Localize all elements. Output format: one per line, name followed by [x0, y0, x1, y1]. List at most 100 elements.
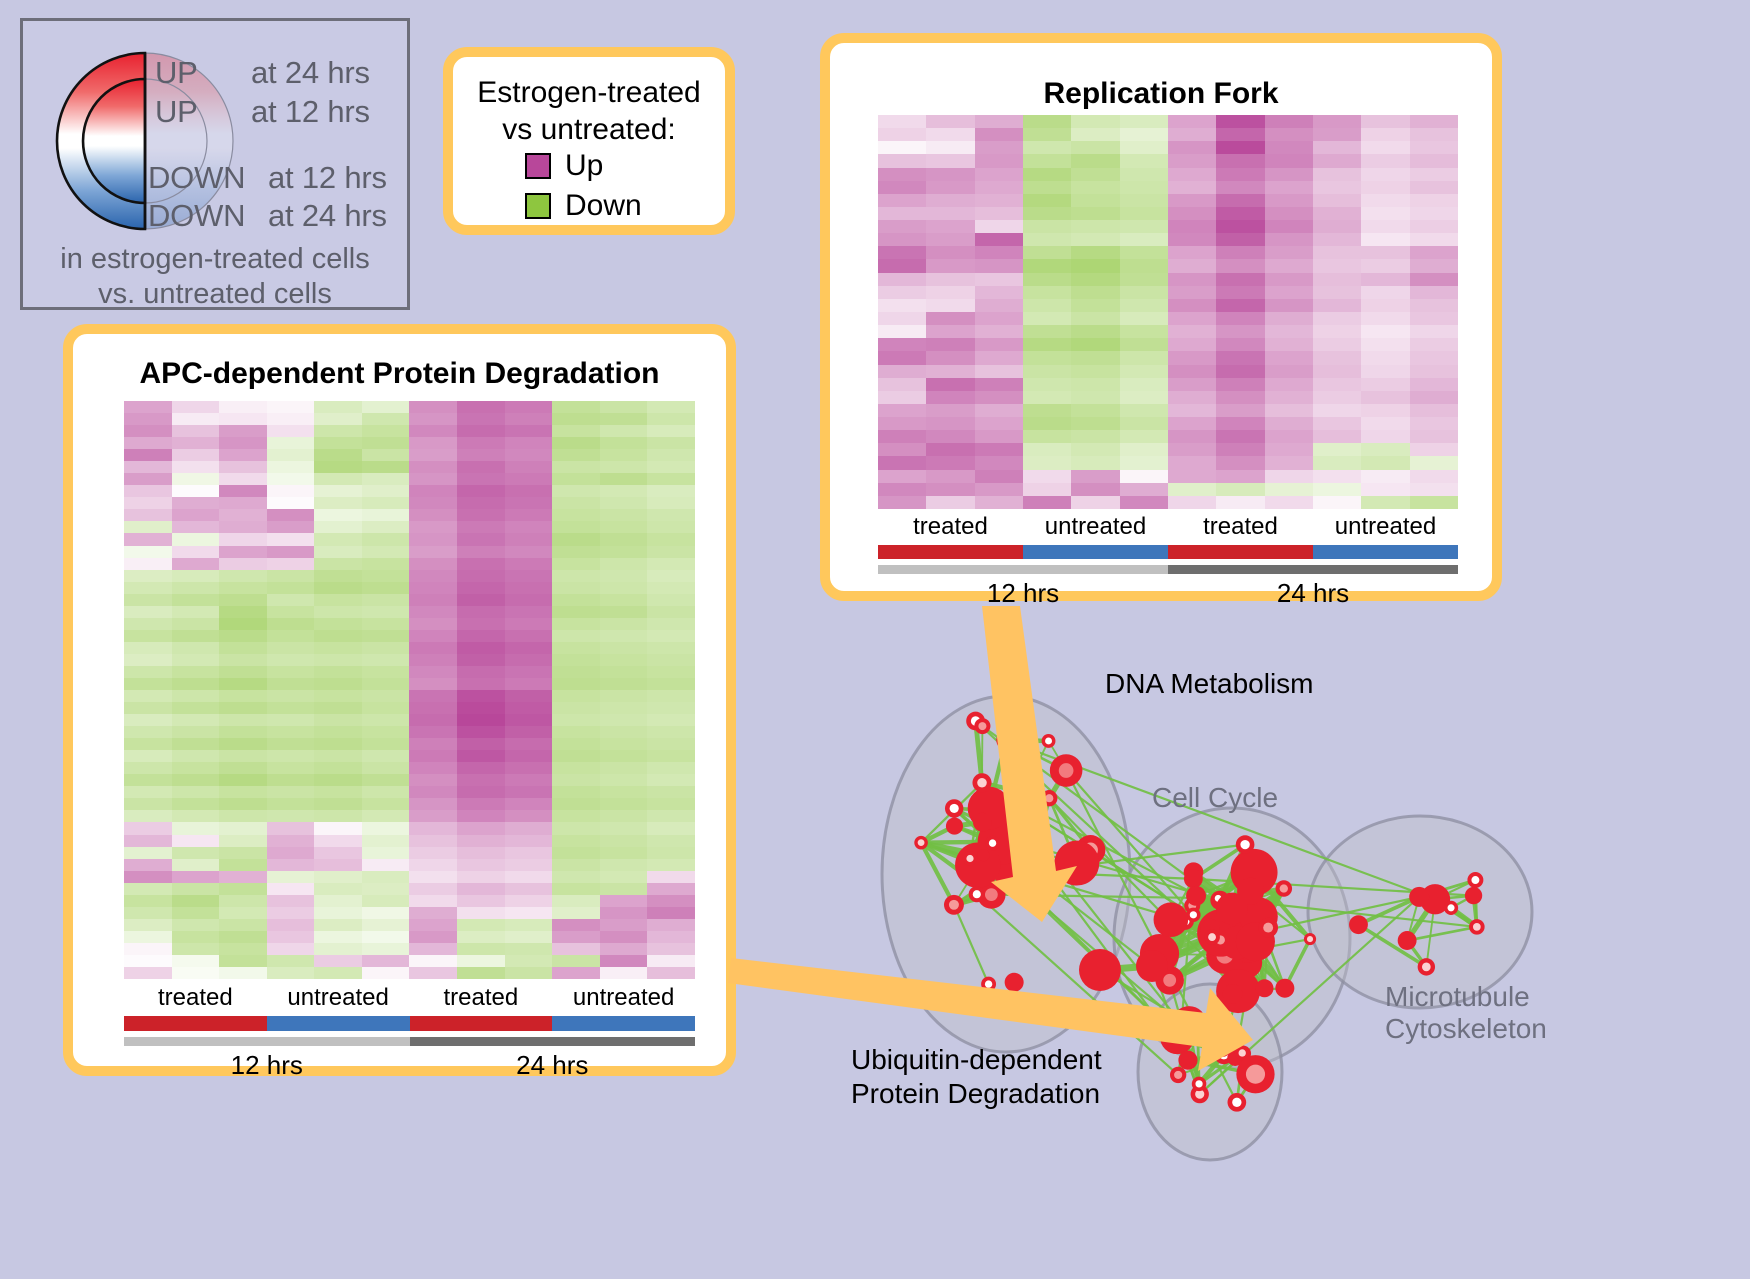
heatmap-cell — [219, 581, 267, 594]
heatmap-cell — [1071, 430, 1120, 444]
heatmap-cell — [599, 545, 648, 558]
heatmap-cell — [457, 437, 505, 450]
cluster-label-microtubule-line1: Microtubule — [1385, 981, 1530, 1012]
heatmap-cell — [124, 942, 172, 955]
heatmap-cell — [1409, 272, 1458, 286]
heatmap-cell — [1409, 128, 1458, 142]
heatmap-cell — [647, 545, 695, 558]
heatmap-cell — [1312, 115, 1362, 129]
heatmap-cell — [552, 665, 600, 678]
legend-item-up: Up — [525, 149, 603, 183]
heatmap-cell — [647, 449, 695, 462]
heatmap-cell — [1361, 154, 1410, 168]
heatmap-cell — [1409, 325, 1458, 339]
colorwheel-graphic — [45, 41, 245, 241]
heatmap-cell — [1361, 193, 1410, 207]
heatmap-cell — [1312, 430, 1362, 444]
heatmap-cell — [1167, 272, 1217, 286]
heatmap-cell — [409, 918, 458, 931]
heatmap-cell — [504, 605, 553, 618]
heatmap-cell — [878, 443, 927, 457]
heatmap-cell — [1409, 220, 1458, 234]
heatmap-cell — [1312, 351, 1362, 365]
heatmap-cell — [552, 882, 600, 895]
heatmap-cell — [647, 870, 695, 883]
heatmap-cell — [599, 822, 648, 835]
heatmap-cell — [266, 966, 315, 979]
heatmap-cell — [1071, 285, 1120, 299]
heatmap-cell — [599, 497, 648, 510]
heatmap-cell — [266, 846, 315, 859]
heatmap-cell — [457, 545, 505, 558]
heatmap-cell — [457, 690, 505, 703]
heatmap-cell — [1409, 351, 1458, 365]
heatmap-cell — [552, 870, 600, 883]
heatmap-cell — [1119, 351, 1168, 365]
heatmap-cell — [504, 690, 553, 703]
heatmap-cell — [124, 509, 172, 522]
heatmap-cell — [926, 364, 975, 378]
heatmap-cell — [599, 677, 648, 690]
time-label-1: 24 hrs — [516, 1050, 589, 1080]
heatmap-cell — [1264, 220, 1313, 234]
timepoint-segment — [878, 565, 1168, 574]
heatmap-cell — [1409, 364, 1458, 378]
heatmap-cell — [1119, 193, 1168, 207]
heatmap-cell — [552, 690, 600, 703]
cluster-label-ubiquitin-line2: Protein Degradation — [851, 1077, 1101, 1109]
network-node — [1153, 902, 1189, 938]
heatmap-cell — [599, 966, 648, 979]
heatmap-cell — [409, 846, 458, 859]
wheel-caption-line1: in estrogen-treated cells — [60, 243, 370, 275]
heatmap-cell — [457, 677, 505, 690]
heatmap-cell — [504, 509, 553, 522]
heatmap-cell — [266, 774, 315, 787]
heatmap-cell — [219, 834, 267, 847]
heatmap-cell — [266, 437, 315, 450]
heatmap-cell — [878, 364, 927, 378]
heatmap-cell — [1167, 390, 1217, 404]
heatmap-cell — [1361, 377, 1410, 391]
heatmap-cell — [457, 738, 505, 751]
heatmap-cell — [878, 220, 927, 234]
heatmap-cell — [124, 714, 172, 727]
group-label-2: treated — [1203, 513, 1278, 540]
heatmap-cell — [552, 617, 600, 630]
heatmap-cell — [974, 417, 1023, 431]
colorwheel-legend-box: UP at 24 hrs UP at 12 hrs DOWN at 12 hrs… — [20, 18, 410, 310]
updown-legend-title: Estrogen-treated vs untreated: — [453, 75, 725, 148]
heatmap-cell — [171, 485, 220, 498]
heatmap-cell — [974, 482, 1023, 496]
heatmap-cell — [457, 894, 505, 907]
up-color-swatch — [525, 153, 551, 179]
heatmap-cell — [878, 377, 927, 391]
heatmap-cell — [1216, 482, 1265, 496]
heatmap-cell — [504, 786, 553, 799]
wheel-row-3-time: at 24 hrs — [268, 198, 387, 233]
heatmap-cell — [647, 605, 695, 618]
heatmap-cell — [219, 894, 267, 907]
heatmap-cell — [599, 846, 648, 859]
heatmap-cell — [599, 629, 648, 642]
heatmap-cell — [171, 894, 220, 907]
heatmap-cell — [219, 665, 267, 678]
heatmap-cell — [504, 665, 553, 678]
heatmap-cell — [926, 272, 975, 286]
heatmap-cell — [266, 413, 315, 426]
heatmap-cell — [647, 461, 695, 474]
heatmap-cell — [552, 533, 600, 546]
heatmap-cell — [1409, 206, 1458, 221]
network-edge — [1357, 895, 1420, 927]
heatmap-cell — [1071, 456, 1120, 470]
heatmap-cell — [171, 449, 220, 462]
heatmap-cell — [1167, 443, 1217, 457]
heatmap-cell — [1071, 167, 1120, 181]
heatmap-cell — [266, 509, 315, 522]
heatmap-cell — [457, 942, 505, 955]
heatmap-cell — [409, 677, 458, 690]
heatmap-cell — [1264, 246, 1313, 260]
heatmap-cell — [599, 569, 648, 582]
timepoint-segment — [409, 1037, 695, 1046]
network-node-center — [1240, 839, 1250, 850]
heatmap-cell — [171, 413, 220, 426]
